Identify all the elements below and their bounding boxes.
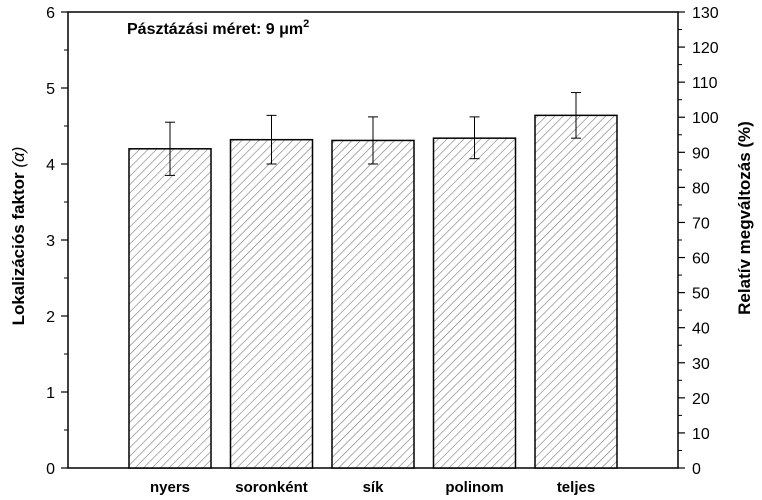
bar-polinom: [432, 137, 517, 469]
scan-size-annotation: Pásztázási méret: 9 μm2: [127, 18, 309, 38]
y-tick-label-right: 0: [692, 461, 701, 478]
y-axis-title-left: Lokalizációs faktor (α): [9, 147, 28, 326]
y-tick-label-right: 30: [692, 356, 710, 373]
y-tick-label-right: 60: [692, 251, 710, 268]
x-tick-label-teljes: teljes: [557, 479, 595, 496]
bar-sík: [331, 139, 415, 469]
bar-soronként: [229, 138, 314, 469]
y-axis-title-right: Relatív megváltozás (%): [735, 121, 754, 315]
x-tick-label-polinom: polinom: [445, 479, 503, 496]
y-tick-label-right: 20: [692, 391, 710, 408]
y-tick-label-right: 130: [692, 5, 719, 22]
y-tick-label-left: 5: [46, 81, 55, 98]
y-tick-label-left: 1: [46, 385, 55, 402]
bar-nyers: [128, 148, 212, 469]
y-tick-label-right: 70: [692, 215, 710, 232]
y-tick-label-right: 50: [692, 286, 710, 303]
y-tick-label-left: 6: [46, 5, 55, 22]
bars: [128, 114, 618, 469]
x-axis-labels: nyers soronként sík polinom teljes: [150, 479, 595, 496]
y-axis-left: 0 1 2 3 4 5 6: [46, 5, 68, 478]
x-tick-label-soronként: soronként: [235, 479, 308, 496]
x-tick-label-sík: sík: [363, 479, 385, 496]
y-tick-label-left: 0: [46, 461, 55, 478]
error-bars: [165, 92, 581, 176]
y-tick-label-right: 100: [692, 110, 719, 127]
y-tick-label-left: 3: [46, 233, 55, 250]
y-tick-label-right: 40: [692, 321, 710, 338]
y-tick-label-right: 90: [692, 145, 710, 162]
y-tick-label-left: 4: [46, 157, 55, 174]
x-tick-label-nyers: nyers: [150, 479, 190, 496]
y-tick-label-right: 110: [692, 75, 718, 92]
bar-teljes: [534, 114, 618, 469]
y-axis-right: 0 10 20 30 40 50 60 70 80 90 100 110 120 130: [678, 5, 719, 478]
y-tick-label-right: 10: [692, 426, 710, 443]
y-tick-label-right: 80: [692, 180, 710, 197]
y-tick-label-left: 2: [46, 309, 55, 326]
y-tick-label-right: 120: [692, 40, 719, 57]
